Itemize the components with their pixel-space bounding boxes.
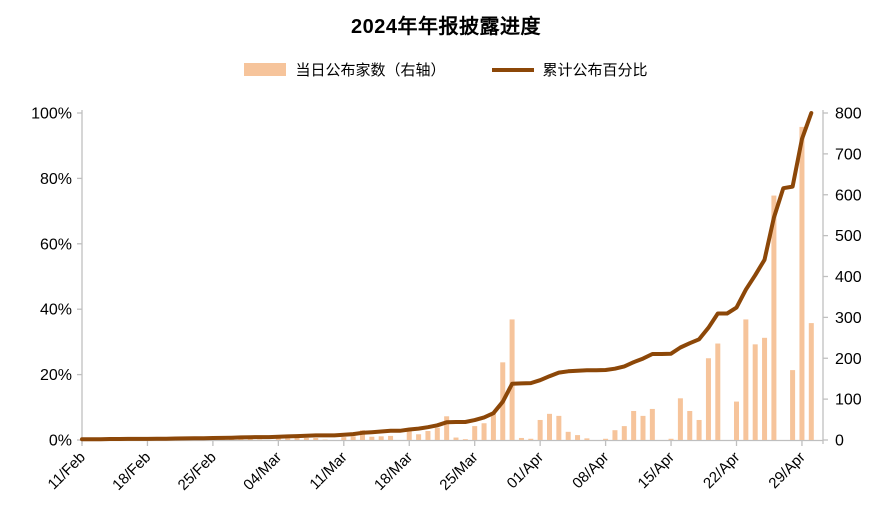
- daily-bar: [705, 358, 711, 440]
- daily-bar: [640, 415, 646, 440]
- daily-bar: [509, 319, 515, 440]
- x-axis-tick-label: 29/Apr: [766, 449, 809, 492]
- left-axis-tick-label: 0%: [49, 433, 72, 450]
- daily-bars-series: [79, 126, 814, 441]
- daily-bar: [528, 438, 534, 440]
- daily-bar: [687, 410, 693, 440]
- daily-bar: [275, 438, 281, 440]
- daily-bar: [743, 319, 749, 440]
- daily-bar: [481, 423, 487, 440]
- daily-bar: [453, 437, 459, 440]
- daily-bar: [762, 337, 768, 440]
- daily-bar: [434, 427, 440, 440]
- daily-bar: [668, 438, 674, 440]
- x-axis-tick-label: 25/Feb: [175, 449, 220, 494]
- daily-bar: [518, 437, 524, 440]
- daily-bar: [406, 431, 412, 440]
- daily-bar: [425, 431, 431, 440]
- line-series-swatch: [491, 67, 534, 72]
- x-axis-tick-label: 04/Mar: [240, 449, 285, 494]
- daily-bar: [752, 344, 758, 440]
- daily-bar: [341, 437, 347, 440]
- daily-bar: [734, 401, 739, 440]
- left-axis-tick-label: 20%: [40, 367, 72, 384]
- right-axis-tick-label: 200: [835, 351, 862, 368]
- daily-bar: [649, 408, 655, 440]
- legend-item-daily-count: 当日公布家数（右轴）: [244, 59, 446, 80]
- daily-bar: [360, 430, 365, 440]
- bar-series-swatch: [244, 63, 287, 76]
- daily-bar: [565, 431, 571, 440]
- daily-bar: [603, 438, 609, 440]
- daily-bar: [537, 419, 543, 440]
- x-axis-tick-label: 01/Apr: [504, 449, 547, 492]
- legend-item-cumulative-pct: 累计公布百分比: [491, 59, 648, 80]
- daily-bar: [790, 370, 796, 440]
- left-axis-tick-label: 100%: [31, 106, 72, 123]
- daily-bar: [388, 435, 394, 440]
- left-axis-tick-label: 60%: [40, 236, 72, 253]
- daily-bar: [472, 426, 478, 440]
- daily-bar: [575, 435, 581, 440]
- daily-bar: [715, 343, 721, 440]
- x-axis-tick-label: 18/Mar: [371, 449, 416, 494]
- daily-bar: [350, 436, 356, 440]
- daily-bar: [799, 126, 805, 441]
- daily-bar: [378, 436, 384, 440]
- right-axis-tick-label: 500: [835, 228, 862, 245]
- x-axis-tick-label: 15/Apr: [635, 449, 678, 492]
- x-axis-tick-label: 22/Apr: [700, 449, 743, 492]
- axes: [77, 110, 828, 446]
- daily-bar: [303, 437, 309, 440]
- daily-bar: [631, 410, 637, 440]
- x-axis-tick-label: 18/Feb: [109, 449, 154, 494]
- daily-bar: [584, 438, 590, 440]
- x-axis-tick-label: 25/Mar: [436, 449, 481, 494]
- daily-bar: [771, 195, 777, 440]
- daily-bar: [696, 419, 702, 440]
- cumulative-line: [80, 111, 814, 442]
- legend-label-cumulative-pct: 累计公布百分比: [542, 62, 648, 79]
- daily-bar: [294, 437, 300, 440]
- right-axis-tick-label: 600: [835, 187, 862, 204]
- daily-bar: [612, 430, 618, 440]
- left-axis-tick-label: 40%: [40, 302, 72, 319]
- daily-bar: [416, 434, 422, 440]
- daily-bar: [285, 438, 291, 440]
- daily-bar: [547, 413, 552, 440]
- daily-bar: [621, 426, 627, 440]
- daily-bar: [677, 398, 683, 440]
- daily-bar: [556, 415, 562, 440]
- right-axis-tick-label: 700: [835, 146, 862, 163]
- daily-bar: [490, 412, 496, 440]
- right-axis-tick-label: 100: [835, 392, 862, 409]
- daily-bar: [247, 438, 253, 440]
- right-axis-tick-label: 400: [835, 269, 862, 286]
- daily-bar: [369, 436, 375, 440]
- left-axis-tick-label: 80%: [40, 171, 72, 188]
- right-axis-tick-label: 0: [835, 433, 844, 450]
- chart-title: 2024年年报披露进度: [351, 16, 541, 38]
- legend: 当日公布家数（右轴） 累计公布百分比: [0, 59, 892, 80]
- daily-bar: [462, 439, 468, 440]
- daily-bar: [313, 437, 319, 440]
- x-axis-tick-label: 11/Mar: [306, 449, 350, 493]
- x-axis-tick-label: 08/Apr: [569, 449, 612, 492]
- right-axis-tick-label: 800: [835, 106, 862, 123]
- legend-label-daily-count: 当日公布家数（右轴）: [295, 62, 446, 79]
- right-axis-tick-label: 300: [835, 310, 862, 327]
- x-axis-tick-label: 11/Feb: [45, 449, 89, 493]
- daily-bar: [808, 323, 814, 440]
- daily-bar: [444, 416, 450, 440]
